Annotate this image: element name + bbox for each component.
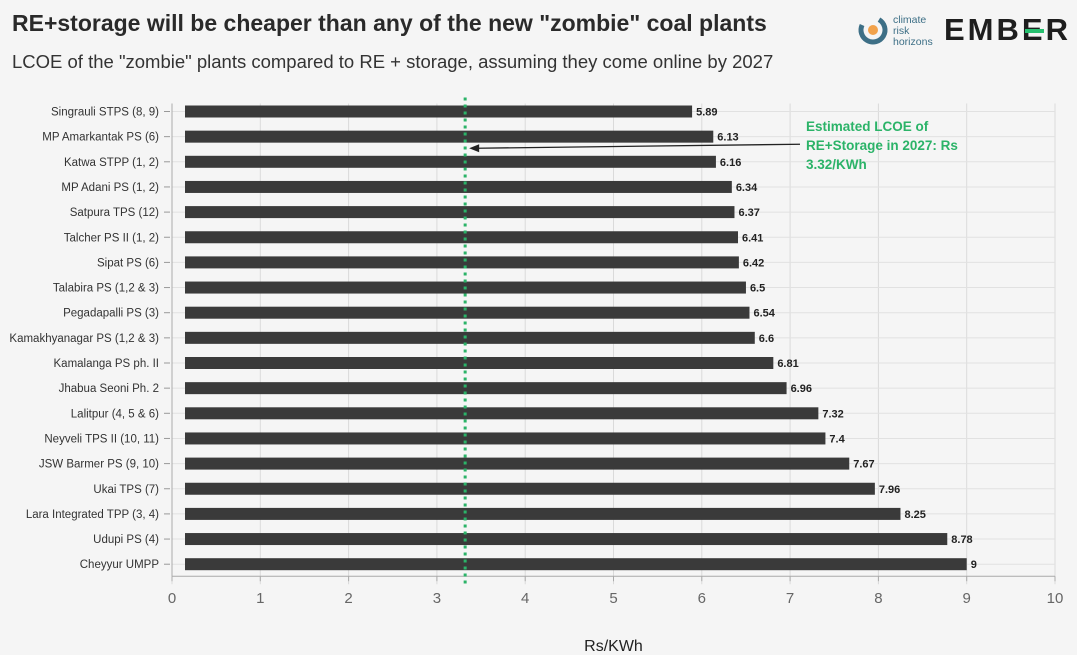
bar [185, 507, 901, 520]
value-label: 8.78 [951, 534, 972, 546]
x-tick-label: 0 [168, 590, 176, 607]
bar [185, 407, 819, 420]
value-label: 7.96 [879, 484, 900, 496]
x-axis-title: Rs/KWh [584, 638, 643, 655]
category-label: Pegadapalli PS (3) [63, 308, 159, 320]
category-label: Talabira PS (1,2 & 3) [53, 283, 159, 295]
bar [185, 457, 850, 470]
category-label: JSW Barmer PS (9, 10) [39, 459, 159, 471]
x-tick-label: 10 [1047, 590, 1064, 607]
value-label: 6.42 [743, 257, 764, 269]
ember-logo: EMBER [944, 12, 1071, 48]
x-tick-label: 2 [344, 590, 352, 607]
bar [185, 180, 732, 193]
ember-logo-part-3: R [1045, 12, 1071, 47]
ember-logo-accent-e: E [1022, 12, 1046, 48]
category-label: Udupi PS (4) [93, 534, 159, 546]
value-label: 6.37 [738, 207, 759, 219]
category-label: Cheyyur UMPP [80, 559, 160, 571]
bar [185, 331, 755, 344]
value-label: 6.16 [720, 157, 741, 169]
bar [185, 357, 774, 369]
category-label: Satpura TPS (12) [70, 207, 159, 219]
x-tick-label: 3 [433, 590, 441, 607]
category-label: Lara Integrated TPP (3, 4) [26, 509, 159, 521]
x-tick-label: 4 [521, 590, 529, 607]
value-label: 7.4 [829, 433, 845, 445]
annotation-text-line: 3.32/KWh [806, 157, 867, 172]
category-label: Sipat PS (6) [97, 257, 159, 269]
bar [185, 306, 750, 319]
category-label: MP Adani PS (1, 2) [61, 182, 159, 194]
x-tick-label: 5 [609, 590, 617, 607]
climate-risk-horizons-logo: climate risk horizons [857, 14, 939, 50]
value-label: 6.6 [759, 333, 774, 345]
bar [185, 206, 735, 219]
x-tick-label: 9 [963, 590, 971, 607]
annotation-text-line: Estimated LCOE of [806, 119, 929, 134]
category-label: MP Amarkantak PS (6) [42, 132, 159, 144]
bar [185, 558, 967, 571]
value-label: 9 [971, 559, 977, 571]
climate-risk-horizons-icon [858, 15, 888, 45]
x-tick-label: 1 [256, 590, 264, 607]
logo-text-horizons: horizons [893, 36, 933, 48]
value-label: 6.13 [717, 132, 738, 144]
category-label: Katwa STPP (1, 2) [64, 157, 159, 169]
value-label: 5.89 [696, 107, 717, 119]
value-label: 6.81 [777, 358, 798, 370]
annotation-arrow-line [477, 143, 801, 149]
value-label: 6.96 [791, 383, 812, 395]
category-label: Kamakhyanagar PS (1,2 & 3) [9, 333, 159, 345]
bar [185, 231, 739, 244]
bar [185, 130, 714, 143]
value-label: 7.32 [822, 408, 843, 420]
category-label: Singrauli STPS (8, 9) [51, 107, 159, 119]
category-label: Neyveli TPS II (10, 11) [44, 433, 159, 445]
x-tick-label: 7 [786, 590, 794, 607]
bar [185, 256, 739, 269]
chart-subtitle: LCOE of the "zombie" plants compared to … [12, 51, 774, 72]
bar [185, 382, 787, 395]
bar [185, 533, 948, 546]
category-label: Jhabua Seoni Ph. 2 [59, 383, 159, 395]
category-label: Lalitpur (4, 5 & 6) [71, 408, 159, 420]
bar [185, 105, 693, 118]
logo-text-climate: climate [893, 14, 927, 26]
bar [185, 482, 875, 495]
category-label: Kamalanga PS ph. II [54, 358, 159, 370]
category-label: Ukai TPS (7) [93, 484, 159, 496]
bar [185, 432, 826, 445]
value-label: 6.34 [736, 182, 758, 194]
value-label: 6.41 [742, 232, 763, 244]
ember-logo-part-1: EMB [944, 12, 1022, 47]
annotation-text-line: RE+Storage in 2027: Rs [806, 138, 958, 153]
x-tick-label: 8 [874, 590, 882, 607]
chart-title: RE+storage will be cheaper than any of t… [12, 10, 767, 36]
value-label: 7.67 [853, 459, 874, 471]
category-label: Talcher PS II (1, 2) [64, 232, 159, 244]
logo-text-risk: risk [893, 25, 910, 37]
bar [185, 155, 716, 168]
value-label: 6.54 [753, 308, 775, 320]
value-label: 6.5 [750, 283, 765, 295]
x-tick-label: 6 [698, 590, 706, 607]
annotation-arrow-head [469, 144, 480, 153]
value-label: 8.25 [904, 509, 925, 521]
